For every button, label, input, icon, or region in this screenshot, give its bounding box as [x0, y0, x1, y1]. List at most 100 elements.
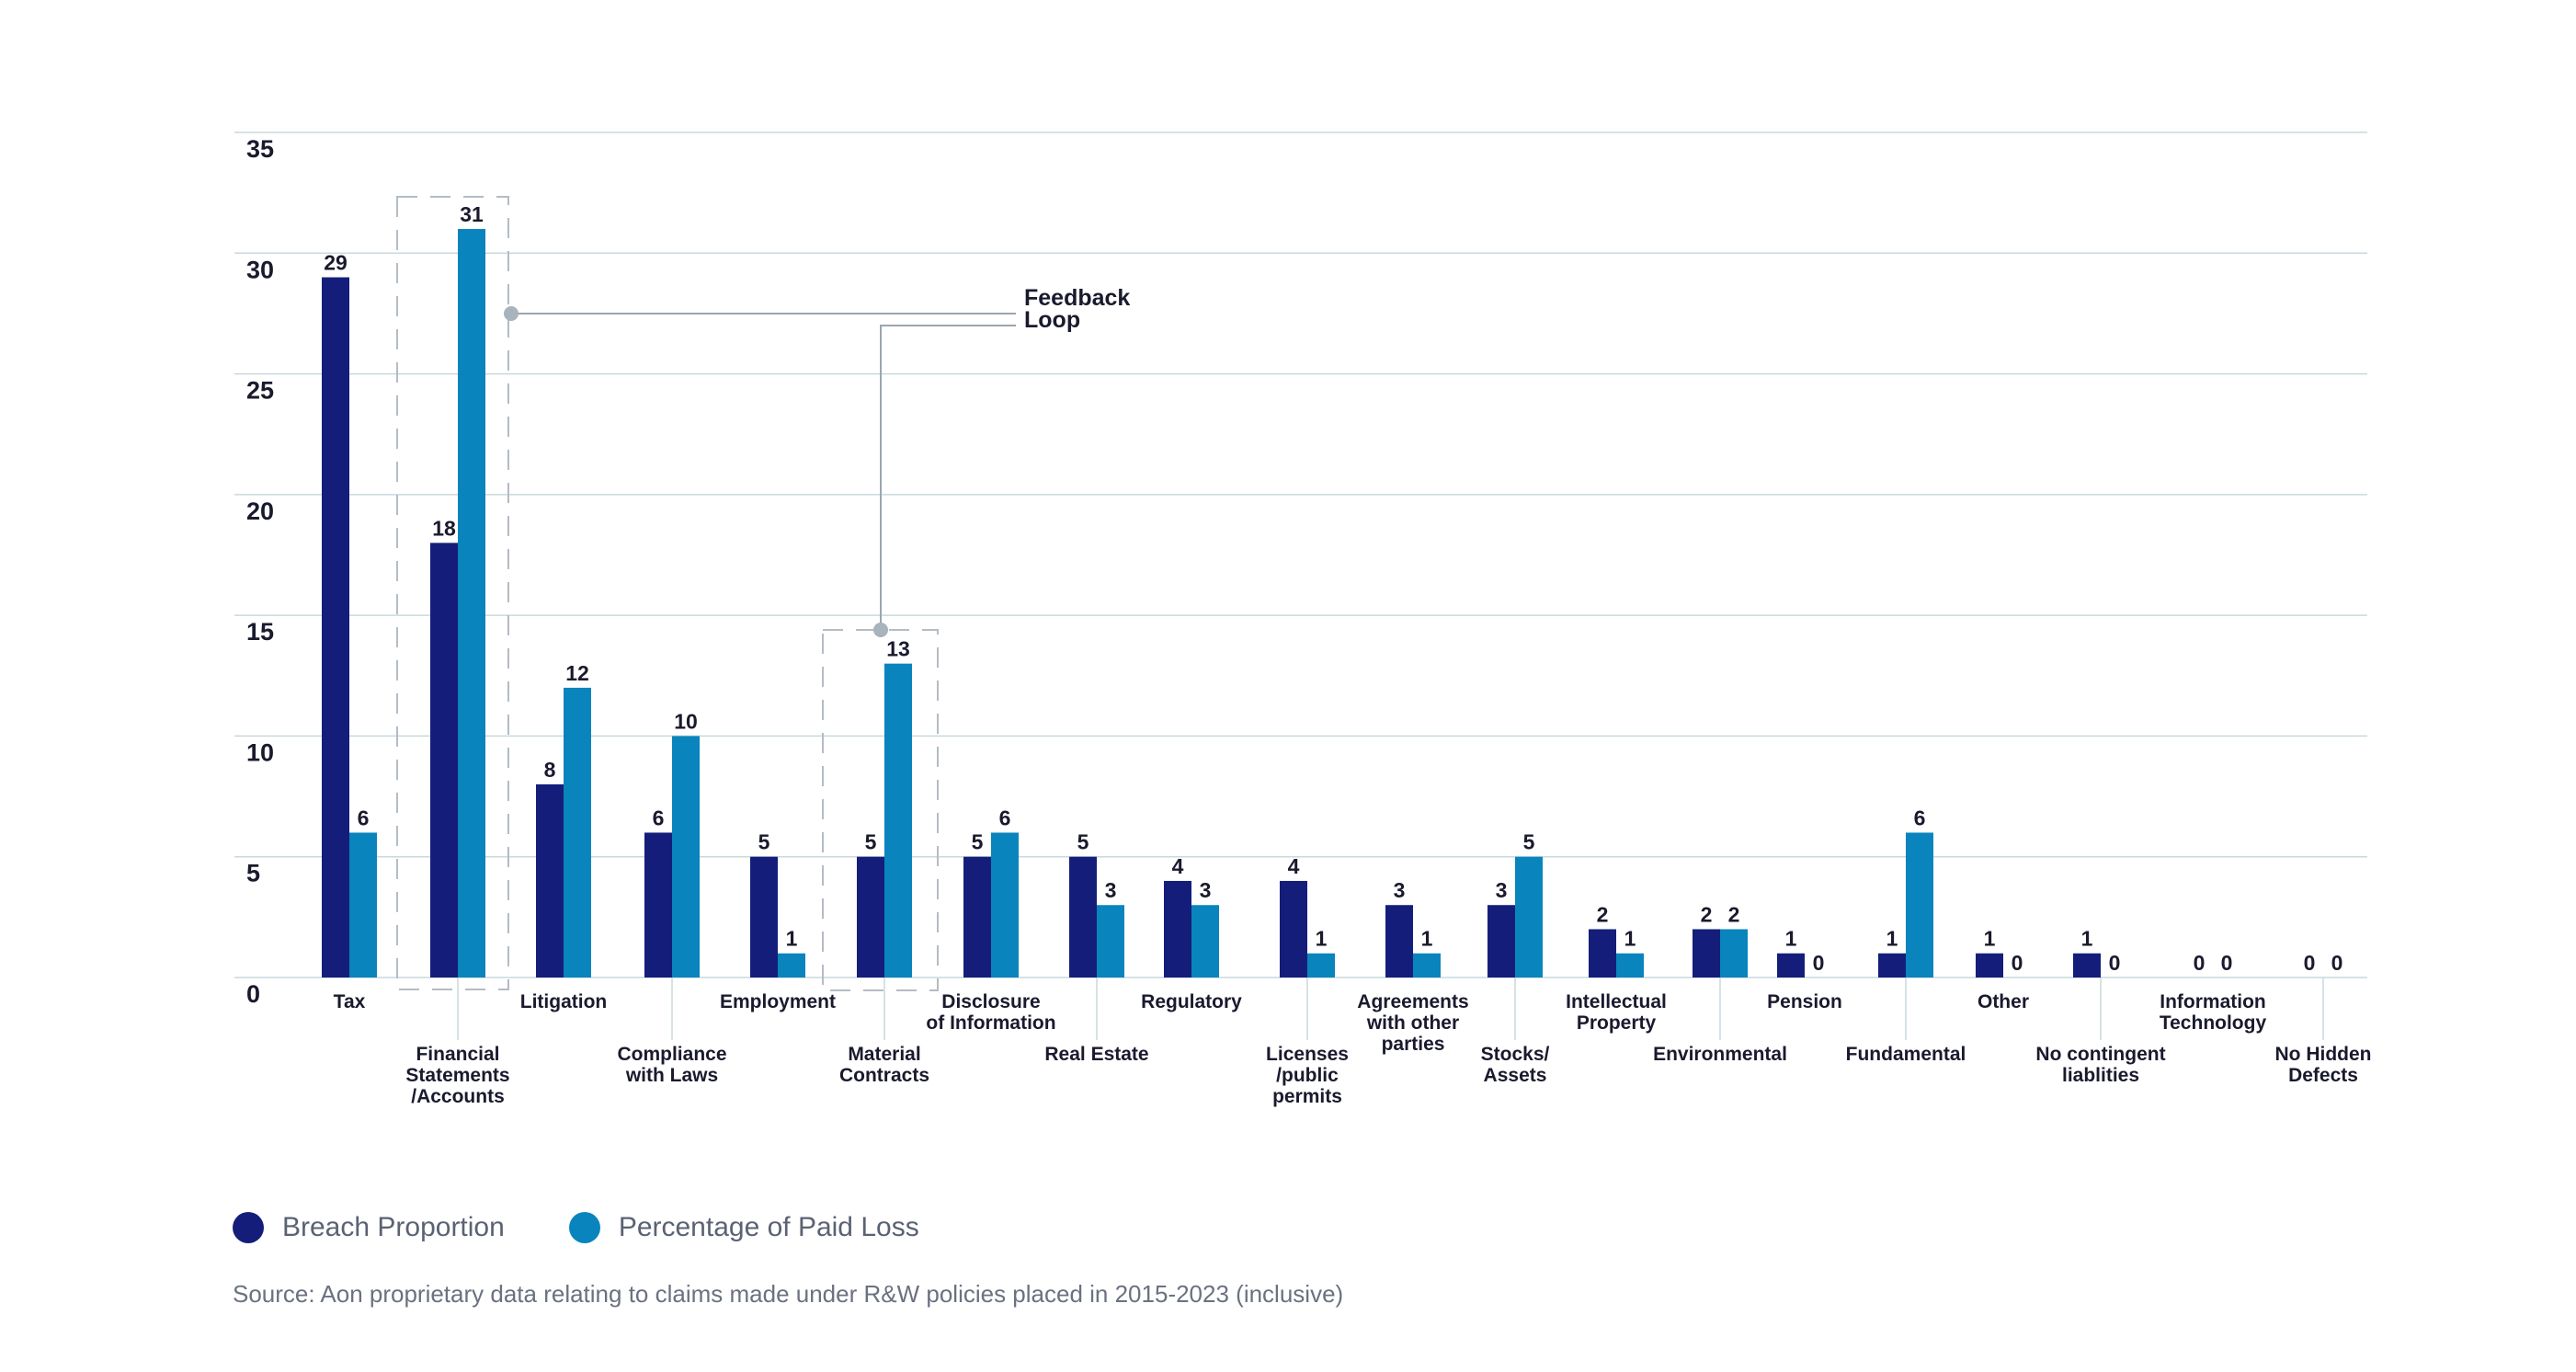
value-label-paid-loss: 31 — [460, 202, 484, 226]
legend-label-breach-proportion: Breach Proportion — [282, 1212, 505, 1242]
category-label: Contracts — [839, 1065, 929, 1086]
category-label: Assets — [1484, 1065, 1547, 1086]
category-label: Pension — [1767, 991, 1842, 1012]
value-label-paid-loss: 0 — [2012, 951, 2023, 975]
category-label: Defects — [2288, 1065, 2358, 1086]
y-tick-label: 25 — [246, 377, 274, 405]
bar-paid-loss — [1906, 832, 1933, 978]
bar-breach-proportion — [963, 856, 991, 978]
bar-paid-loss — [1191, 905, 1219, 978]
value-label-breach: 0 — [2304, 951, 2316, 975]
bar-paid-loss — [991, 832, 1019, 978]
value-label-paid-loss: 2 — [1728, 902, 1740, 926]
bar-paid-loss — [564, 687, 591, 978]
value-label-paid-loss: 0 — [2109, 951, 2121, 975]
value-label-breach: 1 — [1785, 927, 1797, 951]
bar-breach-proportion — [750, 856, 778, 978]
bar-breach-proportion — [857, 856, 884, 978]
value-label-breach: 1 — [2081, 927, 2093, 951]
legend: Breach Proportion Percentage of Paid Los… — [233, 1212, 984, 1243]
value-label-breach: 1 — [1984, 927, 1996, 951]
value-label-paid-loss: 0 — [2221, 951, 2233, 975]
annotation-dot — [873, 623, 888, 637]
category-label: No Hidden — [2275, 1044, 2372, 1065]
bar-breach-proportion — [1069, 856, 1097, 978]
bar-breach-proportion — [1589, 929, 1616, 978]
category-label: Financial — [416, 1044, 499, 1065]
value-label-paid-loss: 1 — [1624, 927, 1636, 951]
legend-label-paid-loss: Percentage of Paid Loss — [618, 1212, 919, 1242]
bar-paid-loss — [1307, 953, 1335, 978]
category-label: Agreements — [1357, 991, 1468, 1012]
bar-breach-proportion — [644, 832, 672, 978]
value-label-breach: 2 — [1597, 902, 1609, 926]
value-label-breach: 8 — [544, 758, 556, 782]
bar-breach-proportion — [1487, 905, 1515, 978]
bar-breach-proportion — [1280, 880, 1307, 978]
category-label: No contingent — [2035, 1044, 2165, 1065]
bar-breach-proportion — [536, 783, 564, 978]
value-label-paid-loss: 1 — [786, 927, 798, 951]
category-label: Employment — [720, 991, 836, 1012]
category-label: Compliance — [617, 1044, 726, 1065]
category-label: Licenses — [1266, 1044, 1349, 1065]
category-label: Information — [2160, 991, 2266, 1012]
value-label-breach: 1 — [1886, 927, 1898, 951]
category-label: Real Estate — [1044, 1044, 1148, 1065]
legend-swatch-paid-loss — [568, 1212, 600, 1243]
bar-breach-proportion — [1385, 905, 1413, 978]
legend-swatch-breach-proportion — [233, 1212, 264, 1243]
value-label-breach: 3 — [1394, 878, 1406, 902]
y-tick-label: 0 — [246, 980, 260, 1008]
category-label: of Information — [926, 1012, 1055, 1034]
value-label-breach: 4 — [1288, 854, 1300, 878]
bar-paid-loss — [672, 736, 700, 978]
bar-breach-proportion — [1976, 953, 2003, 978]
bar-paid-loss — [1413, 953, 1441, 978]
value-label-paid-loss: 10 — [674, 709, 698, 733]
category-label: parties — [1382, 1034, 1445, 1055]
value-label-breach: 18 — [432, 516, 456, 540]
category-label: Regulatory — [1141, 991, 1242, 1012]
value-label-breach: 4 — [1172, 854, 1184, 878]
value-label-breach: 5 — [972, 830, 984, 854]
y-tick-label: 20 — [246, 497, 274, 525]
category-label: with Laws — [625, 1065, 718, 1086]
y-tick-label: 30 — [246, 256, 274, 283]
value-label-paid-loss: 1 — [1421, 927, 1433, 951]
value-label-paid-loss: 3 — [1105, 878, 1117, 902]
annotation-label: Loop — [1024, 307, 1080, 333]
value-label-breach: 2 — [1701, 902, 1713, 926]
category-label: permits — [1272, 1086, 1342, 1107]
annotation-line-material — [880, 325, 1016, 630]
category-label: Statements — [405, 1065, 509, 1086]
bar-paid-loss — [778, 953, 805, 978]
category-label: /public — [1276, 1065, 1339, 1086]
highlight-box-material-contracts — [822, 629, 939, 991]
value-label-paid-loss: 3 — [1200, 878, 1212, 902]
y-tick-label: 15 — [246, 618, 274, 646]
category-label: Technology — [2160, 1012, 2267, 1034]
bar-paid-loss — [1720, 929, 1748, 978]
bar-breach-proportion — [1164, 880, 1191, 978]
value-label-breach: 0 — [2194, 951, 2206, 975]
bar-breach-proportion — [2073, 953, 2101, 978]
value-label-paid-loss: 6 — [1914, 806, 1926, 829]
annotation-dot — [504, 306, 519, 321]
value-label-paid-loss: 0 — [2331, 951, 2343, 975]
category-label: Material — [848, 1044, 920, 1065]
category-label: Intellectual — [1566, 991, 1667, 1012]
category-label: liablities — [2062, 1065, 2139, 1086]
category-label: Disclosure — [941, 991, 1040, 1012]
category-label: /Accounts — [411, 1086, 505, 1107]
value-label-paid-loss: 6 — [999, 806, 1011, 829]
legend-item-breach-proportion: Breach Proportion — [233, 1212, 505, 1243]
bar-paid-loss — [1515, 856, 1543, 978]
value-label-paid-loss: 0 — [1813, 951, 1825, 975]
y-tick-label: 35 — [246, 135, 274, 163]
bar-breach-proportion — [1777, 953, 1805, 978]
value-label-paid-loss: 12 — [565, 661, 589, 685]
bar-breach-proportion — [322, 277, 349, 978]
